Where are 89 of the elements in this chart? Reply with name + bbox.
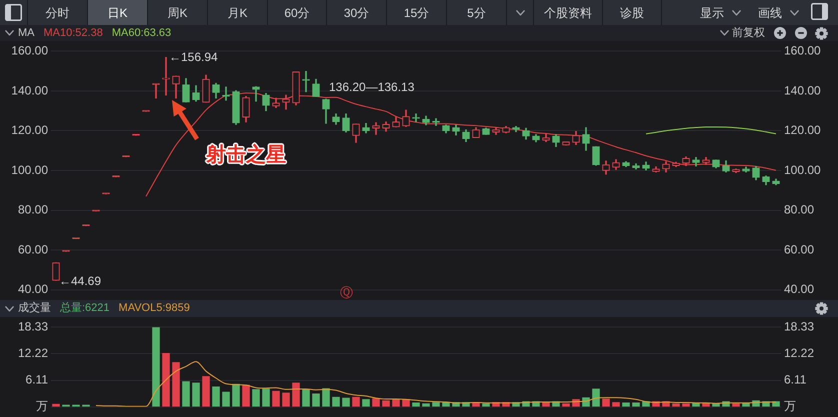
bar: [232, 384, 240, 407]
bar: [482, 403, 490, 407]
bar: [222, 392, 230, 407]
y2-tick-label: 18.33: [784, 320, 814, 334]
text: MAVOL5:9859: [118, 302, 190, 315]
legend-title: MA: [18, 26, 34, 40]
bar: [622, 402, 630, 407]
candlestick: [252, 86, 260, 102]
dropdown[interactable]: 显示: [700, 5, 741, 20]
bar: [272, 390, 280, 407]
dropdown[interactable]: 前复权: [720, 26, 765, 40]
line-series: [646, 126, 776, 134]
annotation: 136.20—136.13: [329, 80, 414, 94]
bar: [202, 376, 210, 407]
bar: [602, 398, 610, 407]
bar: [192, 382, 200, 407]
y2-tick-label: 60.00: [784, 242, 814, 256]
sidebar-icon[interactable]: [5, 4, 22, 21]
bar: [682, 403, 690, 407]
text: 总量:6221: [60, 302, 110, 315]
bar: [152, 327, 160, 407]
y2-tick-label: 160.00: [784, 44, 822, 58]
y2-tick-label: 12.22: [784, 346, 814, 360]
annotation: ←44.69: [59, 274, 102, 288]
bar: [372, 398, 380, 407]
annotation: 射击之星: [206, 143, 286, 167]
bar: [302, 389, 310, 407]
bar: [432, 402, 440, 407]
y2-tick-label: 120.00: [784, 123, 822, 138]
text: MA10:52.38: [44, 26, 103, 40]
bar: [172, 362, 180, 407]
bar: [632, 402, 640, 407]
y2-tick-label: 万: [784, 399, 796, 414]
y-tick-label: 100.00: [11, 162, 48, 177]
tab[interactable]: 日K: [87, 0, 147, 25]
y-tick-label: 6.11: [26, 372, 48, 387]
y-tick-label: 12.22: [18, 346, 48, 360]
y2-tick-label: 100.00: [784, 162, 822, 177]
bar: [352, 396, 360, 407]
legend-title: 成交量: [18, 302, 51, 315]
bar: [162, 353, 170, 407]
y-tick-label: 140.00: [11, 83, 48, 98]
bar: [282, 392, 290, 407]
bar: [252, 389, 260, 407]
chevron-down-icon[interactable]: [5, 306, 14, 312]
y-tick-label: 万: [36, 399, 48, 414]
bar: [392, 399, 400, 407]
bar: [672, 403, 680, 407]
plus-icon[interactable]: [774, 27, 786, 39]
settings-icon[interactable]: [815, 302, 828, 315]
chevron-down-icon[interactable]: [5, 30, 14, 36]
dropdown[interactable]: 画线: [758, 5, 799, 20]
bar: [732, 403, 740, 407]
y2-tick-label: 40.00: [784, 282, 814, 296]
text: MA60:63.63: [112, 26, 172, 40]
candlestick: [302, 70, 310, 92]
bar: [412, 402, 420, 407]
bar: [362, 399, 370, 407]
bar: [52, 404, 60, 407]
bar: [212, 386, 220, 407]
settings-icon[interactable]: [815, 26, 828, 40]
bar: [242, 384, 250, 407]
bar: [342, 398, 350, 407]
line-series: [96, 361, 776, 407]
bar: [592, 388, 600, 407]
y2-tick-label: 140.00: [784, 83, 822, 98]
y-tick-label: 40.00: [18, 282, 48, 296]
bar: [422, 403, 430, 407]
minus-icon[interactable]: [795, 27, 807, 39]
y2-tick-label: 80.00: [784, 202, 814, 217]
bar: [182, 381, 190, 407]
bar: [612, 402, 620, 407]
bar: [382, 400, 390, 407]
sidebar-icon[interactable]: [811, 3, 828, 20]
bar: [262, 388, 270, 407]
annotation: Ⓠ: [340, 285, 353, 300]
y2-tick-label: 6.11: [784, 372, 807, 387]
y-tick-label: 18.33: [18, 320, 48, 334]
bar: [322, 388, 330, 407]
y-tick-label: 80.00: [18, 202, 48, 217]
y-tick-label: 60.00: [18, 242, 48, 256]
bar: [292, 382, 300, 407]
bar: [562, 403, 570, 407]
y-tick-label: 160.00: [11, 44, 48, 58]
bar: [332, 396, 340, 407]
candlestick: [162, 56, 170, 96]
bar: [312, 393, 320, 407]
y-tick-label: 120.00: [11, 123, 48, 138]
annotation: ←156.94: [169, 50, 218, 64]
